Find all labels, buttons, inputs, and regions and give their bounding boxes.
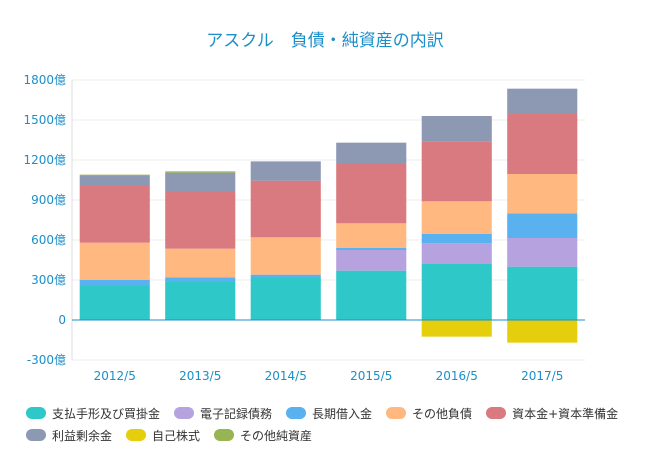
y-tick-label: -300億 [27,353,66,367]
bar-segment [421,201,492,234]
grid [72,79,585,361]
y-tick-label: 900億 [31,193,66,207]
bar-segment [250,237,321,275]
bar-segment [79,176,150,186]
y-tick-label: 600億 [31,233,66,247]
legend-label: 長期借入金 [312,406,373,421]
legend-row: 支払手形及び買掛金 電子記録債務 長期借入金 その他負債 資本金+資本準備金 [26,402,636,424]
bar-segment [165,192,236,249]
x-tick-label: 2014/5 [265,369,307,383]
bar-segment [165,248,236,278]
legend-item[interactable]: 自己株式 [126,427,200,444]
bar-segment [507,238,578,267]
x-tick-label: 2013/5 [179,369,221,383]
legend-label: 資本金+資本準備金 [512,406,619,421]
bar-segment [507,213,578,238]
bar-segment [507,266,578,320]
bar-segment [507,88,578,114]
bar-segment [336,142,407,164]
x-tick-label: 2015/5 [350,369,392,383]
legend-swatch [26,429,46,441]
bar-segment [165,277,236,282]
legend-swatch [174,407,195,419]
legend-swatch [26,407,46,419]
bar-segment [79,242,150,280]
bars [79,88,578,343]
bar-segment [507,174,578,214]
legend-row: 利益剰余金 自己株式 その他純資産 [26,424,636,446]
legend-swatch [486,407,507,419]
bar-segment [421,116,492,142]
legend-item[interactable]: 資本金+資本準備金 [486,405,618,422]
plot-area [72,80,585,360]
legend-swatch [386,407,407,419]
bar-segment [250,162,321,181]
x-tick-label: 2012/5 [94,369,136,383]
y-axis: -300億 0 300億 600億 900億 1200億 1500億 1800億 [23,73,73,367]
bar-segment [165,282,236,320]
legend-swatch [126,429,147,441]
legend-item[interactable]: 長期借入金 [286,405,372,422]
legend-label: 支払手形及び買掛金 [52,406,161,421]
bar-segment [250,180,321,238]
chart-title: アスクル 負債・純資産の内訳 [206,31,444,51]
legend-item[interactable]: 利益剰余金 [26,427,112,444]
bar-segment [336,270,407,320]
bar-segment [79,174,150,176]
x-tick-label: 2017/5 [521,369,563,383]
bar-segment [165,171,236,173]
x-tick-label: 2016/5 [436,369,478,383]
x-axis: 2012/5 2013/5 2014/5 2015/5 2016/5 2017/5 [72,319,585,383]
bar-segment [79,280,150,286]
legend-item[interactable]: その他負債 [386,405,472,422]
bar-segment [79,286,150,320]
y-tick-label: 1200億 [23,153,66,167]
bar-segment [336,164,407,224]
bar-segment [336,223,407,248]
bar-segment [421,234,492,244]
bar-segment [250,161,321,162]
bar-segment [421,243,492,264]
legend-label: その他純資産 [240,428,313,443]
legend-item[interactable]: 電子記録債務 [174,405,272,422]
legend-item[interactable]: その他純資産 [214,427,312,444]
bar-segment [79,186,150,243]
bar-segment [421,141,492,202]
bar-segment [421,320,492,337]
bar-segment [250,278,321,320]
bar-segment [336,250,407,271]
bar-segment [507,114,578,174]
y-tick-label: 1800億 [23,73,66,87]
legend-label: 利益剰余金 [52,428,113,443]
legend-swatch [286,407,307,419]
bar-segment [250,274,321,278]
legend-swatch [214,429,235,441]
y-tick-label: 300億 [31,273,66,287]
bar-segment [165,172,236,192]
legend: 支払手形及び買掛金 電子記録債務 長期借入金 その他負債 資本金+資本準備金利益剰余金 自… [26,402,636,446]
y-tick-label: 1500億 [23,113,66,127]
legend-label: 自己株式 [152,428,201,443]
bar-segment [421,264,492,320]
legend-label: 電子記録債務 [200,406,273,421]
legend-item[interactable]: 支払手形及び買掛金 [26,405,160,422]
bar-segment [336,248,407,250]
bar-segment [507,320,578,343]
y-tick-label: 0 [58,313,66,327]
legend-label: その他負債 [412,406,473,421]
